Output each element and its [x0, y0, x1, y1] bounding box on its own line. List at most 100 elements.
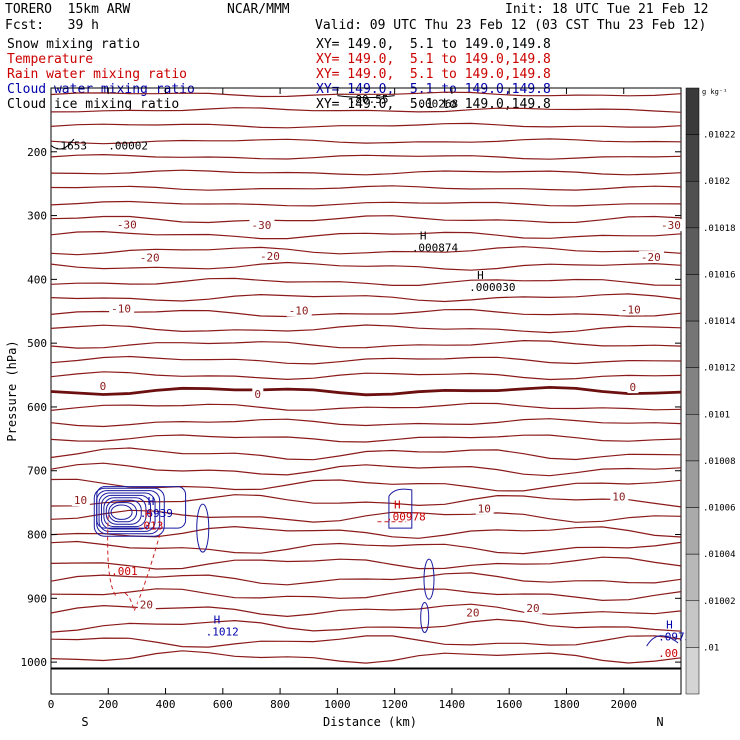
extremum-marker: H [477, 269, 484, 282]
isotherm-label: -30 [661, 219, 681, 232]
cloud-water-contour [98, 492, 156, 532]
colorbar-swatch [685, 87, 700, 135]
isotherm-label: 10 [478, 502, 491, 515]
isotherm-label-bg [286, 304, 312, 317]
isotherm [50, 556, 682, 570]
extremum-marker: H [394, 499, 401, 512]
extremum-value: .00002 [108, 139, 148, 152]
isotherm-label: 0 [629, 381, 636, 394]
x-end-label-north: N [656, 715, 663, 729]
field-name: Rain water mixing ratio [7, 67, 188, 82]
isotherm-label: 0 [254, 388, 261, 401]
colorbar-label: .01 [703, 643, 719, 653]
isotherm [50, 355, 682, 365]
cloud-water-contour [420, 601, 430, 633]
init-time: Init: 18 UTC Tue 21 Feb 12 [505, 2, 709, 17]
isotherm-label-bg [97, 379, 109, 392]
colorbar-swatch [685, 274, 700, 322]
y-tick-label: 300 [27, 210, 47, 223]
isotherm-label: -30 [117, 219, 137, 232]
field-xy-range: XY= 149.0, 5.1 to 149.0,149.8 [316, 67, 551, 82]
isotherm [50, 525, 682, 539]
x-axis-label: Distance (km) [323, 715, 417, 729]
isotherm [50, 371, 682, 381]
center-name: NCAR/MMM [227, 2, 290, 17]
field-xy-range: XY= 149.0, 5.1 to 149.0,149.8 [316, 52, 551, 67]
cloud-water-contour [96, 486, 187, 529]
x-end-label-south: S [81, 715, 88, 729]
extremum-marker: H [666, 619, 673, 632]
cloud-water-contour [110, 504, 133, 520]
isotherm [50, 339, 682, 349]
ice-contour [50, 138, 75, 150]
isotherm [50, 246, 682, 256]
isotherm [50, 447, 682, 461]
x-tick-label: 1800 [553, 698, 580, 711]
isotherm-label: 20 [466, 606, 479, 619]
isotherm-label: -10 [111, 303, 131, 316]
isotherm-label: -20 [140, 252, 160, 265]
x-tick-label: 1400 [439, 698, 466, 711]
isotherm-label-bg [610, 490, 629, 503]
isotherm [50, 434, 682, 443]
isotherm-label: -10 [289, 305, 309, 318]
isotherm [50, 169, 682, 176]
colorbar-unit: g kg⁻¹ [702, 88, 727, 96]
colorbar-label: .01004 [703, 550, 736, 560]
isotherm [50, 230, 682, 240]
valid-time: Valid: 09 UTC Thu 23 Feb 12 (03 CST Thu … [315, 18, 707, 33]
x-tick-label: 600 [213, 698, 233, 711]
colorbar-swatch [685, 180, 700, 229]
extremum-marker: H [214, 613, 221, 626]
isotherm [50, 462, 682, 477]
isotherm [50, 603, 682, 618]
isotherm-label-bg [658, 219, 684, 232]
isotherm-label: 20 [526, 602, 539, 615]
extremum-value: .001 [111, 565, 137, 578]
x-tick-label: 200 [98, 698, 118, 711]
isotherm-label-bg [638, 251, 664, 264]
cloud-water-contour [105, 499, 142, 525]
isotherm [50, 138, 682, 145]
isotherm-label: 10 [74, 494, 87, 507]
y-tick-label: 200 [27, 146, 47, 159]
isotherm-label-bg [475, 502, 494, 515]
y-tick-label: 600 [27, 401, 47, 414]
isotherm [50, 402, 682, 411]
isotherm-label-bg [137, 251, 163, 264]
field-name: Cloud ice mixing ratio [7, 97, 180, 112]
isotherm [50, 153, 682, 160]
y-tick-label: 400 [27, 273, 47, 286]
extremum-marker: H [420, 229, 427, 242]
extremum-value: .013 [137, 520, 164, 533]
x-tick-label: 0 [48, 698, 55, 711]
isotherm-label: 20 [140, 599, 153, 612]
isotherm-label-bg [114, 218, 140, 231]
colorbar-swatch [685, 507, 700, 555]
rain-water-contour [107, 515, 161, 613]
isotherm [50, 324, 682, 334]
isotherm-label: -20 [641, 251, 661, 264]
extremum-value: .1653 [54, 139, 87, 152]
isotherm-label-bg [464, 606, 483, 619]
isotherm [50, 107, 682, 113]
y-tick-label: 700 [27, 465, 47, 478]
colorbar-swatch [685, 647, 700, 695]
extremum-value: .00978 [386, 511, 426, 524]
cloud-water-contour [108, 502, 138, 523]
extremum-marker: H [145, 508, 152, 521]
extremum-value: .1012 [206, 625, 239, 638]
isotherm [50, 494, 682, 508]
x-tick-label: 1200 [381, 698, 408, 711]
extremum-value: .00 [658, 647, 678, 660]
isotherm-label-bg [627, 381, 639, 394]
cloud-water-contour [196, 503, 210, 553]
x-tick-label: 1000 [324, 698, 351, 711]
isotherm-label-bg [252, 388, 264, 401]
isotherm-label: -20 [260, 250, 280, 263]
y-tick-label: 1000 [21, 656, 48, 669]
field-name: Snow mixing ratio [7, 37, 141, 52]
y-tick-label: 500 [27, 337, 47, 350]
isotherm [50, 509, 682, 523]
